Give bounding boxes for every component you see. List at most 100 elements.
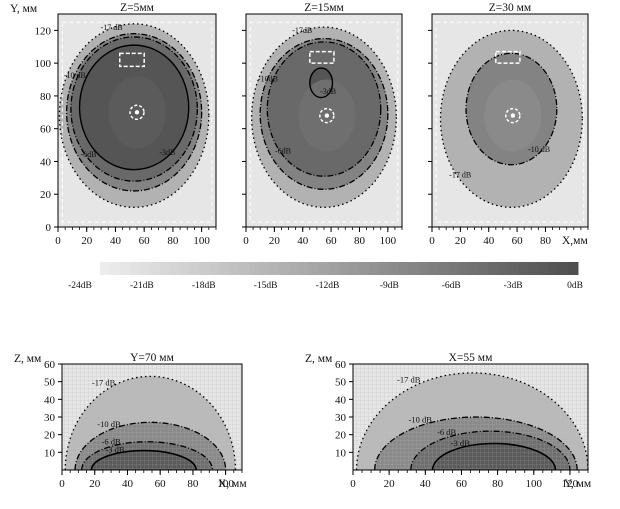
- colorbar-segment: [189, 262, 201, 275]
- y-axis-label: Z, мм: [14, 353, 42, 365]
- x-tick-label: 40: [483, 235, 495, 247]
- y-tick-label: 60: [44, 359, 56, 371]
- colorbar-segment: [558, 262, 569, 275]
- colorbar-segment: [518, 262, 529, 275]
- x-tick-label: 20: [455, 235, 467, 247]
- x-tick-label: 100: [217, 478, 234, 490]
- colorbar-segment: [468, 262, 479, 275]
- colorbar-segment: [428, 262, 440, 275]
- hotspot-center: [134, 110, 140, 115]
- colorbar-segment: [368, 262, 380, 275]
- colorbar-segment: [229, 262, 240, 275]
- contour-label: -3 dB: [451, 438, 470, 448]
- x-axis-label: X, мм: [218, 478, 247, 490]
- panel-title: X=55 мм: [449, 352, 493, 364]
- contour-label: -10 dB: [528, 145, 550, 154]
- colorbar-segment: [239, 262, 250, 275]
- hotspot-center: [324, 113, 330, 118]
- x-tick-label: 80: [354, 235, 366, 247]
- x-tick-label: 20: [269, 235, 281, 247]
- x-tick-label: 40: [420, 478, 432, 490]
- x-tick-label: 100: [380, 235, 397, 247]
- colorbar-segment: [408, 262, 420, 275]
- colorbar-segment: [508, 262, 519, 275]
- contour-label: -10 dB: [409, 414, 433, 424]
- contour-minus17db: [439, 29, 583, 208]
- x-axis-label: Y, мм: [564, 478, 592, 490]
- grid-overlay: [62, 364, 242, 470]
- colorbar: -24dB -21dB -18dB -15dB -12dB -9dB -6dB -3dB 0dB: [68, 262, 583, 291]
- phantom-outline: [61, 21, 213, 223]
- contour-label: -3dB: [320, 87, 336, 96]
- panel-yz-5: -17 dB -10 dB -6 dB-3 dB 0 20 40 60 80 100 120 10 2…: [305, 352, 592, 490]
- y-tick-label: 40: [44, 394, 56, 406]
- contour-label: -17 dB: [449, 170, 471, 179]
- x-tick-label: 80: [540, 235, 552, 247]
- y-tick-label: 60: [335, 359, 347, 371]
- contour-minus6db: [266, 41, 382, 177]
- colorbar-segment: [538, 262, 549, 275]
- colorbar-label: -18dB: [192, 281, 216, 291]
- x-tick-label: 80: [492, 478, 504, 490]
- contour-minus10db: [259, 37, 389, 190]
- contour-label: -3 dB: [105, 445, 124, 455]
- colorbar-segment: [169, 262, 181, 275]
- colorbar-segment: [348, 262, 360, 275]
- x-tick-label: 60: [456, 478, 468, 490]
- x-tick-label: 20: [384, 478, 396, 490]
- colorbar-label: -15dB: [254, 281, 278, 291]
- sar-fill: [251, 27, 397, 208]
- contour-label: -10 dB: [64, 71, 86, 80]
- colorbar-segment: [568, 262, 579, 275]
- x-tick-label: 0: [350, 478, 356, 490]
- colorbar-segment: [309, 262, 320, 275]
- colorbar-segment: [358, 262, 370, 275]
- colorbar-segment: [289, 262, 300, 275]
- contour-label: -6dB: [80, 150, 96, 159]
- colorbar-segment: [139, 262, 151, 275]
- hotspot-center: [510, 113, 516, 118]
- feed-box: [309, 50, 335, 64]
- x-tick-label: 100: [193, 235, 210, 247]
- x-tick-label: 40: [110, 235, 122, 247]
- y-tick-label: 20: [44, 430, 56, 442]
- x-tick-label: 0: [59, 478, 65, 490]
- contour-3db: [90, 449, 197, 471]
- colorbar-segment: [149, 262, 161, 275]
- contour-minus17db: [58, 23, 210, 208]
- y-tick-label: 100: [35, 58, 52, 70]
- contour-minus10db: [465, 52, 558, 166]
- y-tick-label: 0: [46, 222, 52, 234]
- colorbar-segment: [548, 262, 559, 275]
- hotspot-marker: [129, 104, 145, 121]
- colorbar-segment: [109, 262, 121, 275]
- colorbar-segment: [319, 262, 330, 275]
- x-tick-label: 100: [526, 478, 543, 490]
- panel-xz-4: -17 dB -10 dB -6 dB-3 dB 0 20 40 60 80 100 10 20 30…: [14, 352, 247, 490]
- panel-xy-2: -3dB -6dB -10dB -17dB 0 20 40 60 80 100 Z=15мм: [242, 2, 403, 247]
- x-axis-label: X,мм: [562, 235, 588, 247]
- colorbar-segment: [119, 262, 131, 275]
- x-tick-label: 0: [55, 235, 61, 247]
- colorbar-label: -12dB: [316, 281, 340, 291]
- colorbar-segment: [528, 262, 539, 275]
- hotspot-marker: [505, 107, 521, 124]
- contour-6db: [410, 430, 571, 471]
- phantom-outline: [435, 21, 585, 223]
- panel-xy-1: -3dB -6dB -10 dB -17 dB 0 20 40 60 80 100 0 20 40 60 8…: [10, 2, 217, 247]
- colorbar-segment: [219, 262, 230, 275]
- contour-minus3db: [309, 67, 334, 99]
- y-tick-label: 20: [335, 430, 347, 442]
- contour-minus6db: [70, 36, 198, 182]
- contour-label: -6 dB: [102, 437, 121, 447]
- panel-xy-3: -10 dB -17 dB 0 20 40 60 80 Z=30 мм X,мм: [428, 2, 589, 247]
- x-tick-label: 60: [326, 235, 338, 247]
- colorbar-segment: [259, 262, 270, 275]
- colorbar-label: 0dB: [567, 281, 583, 291]
- y-tick-label: 80: [40, 91, 52, 103]
- contour-label: -10dB: [258, 74, 278, 83]
- colorbar-segment: [438, 262, 450, 275]
- colorbar-segment: [418, 262, 430, 275]
